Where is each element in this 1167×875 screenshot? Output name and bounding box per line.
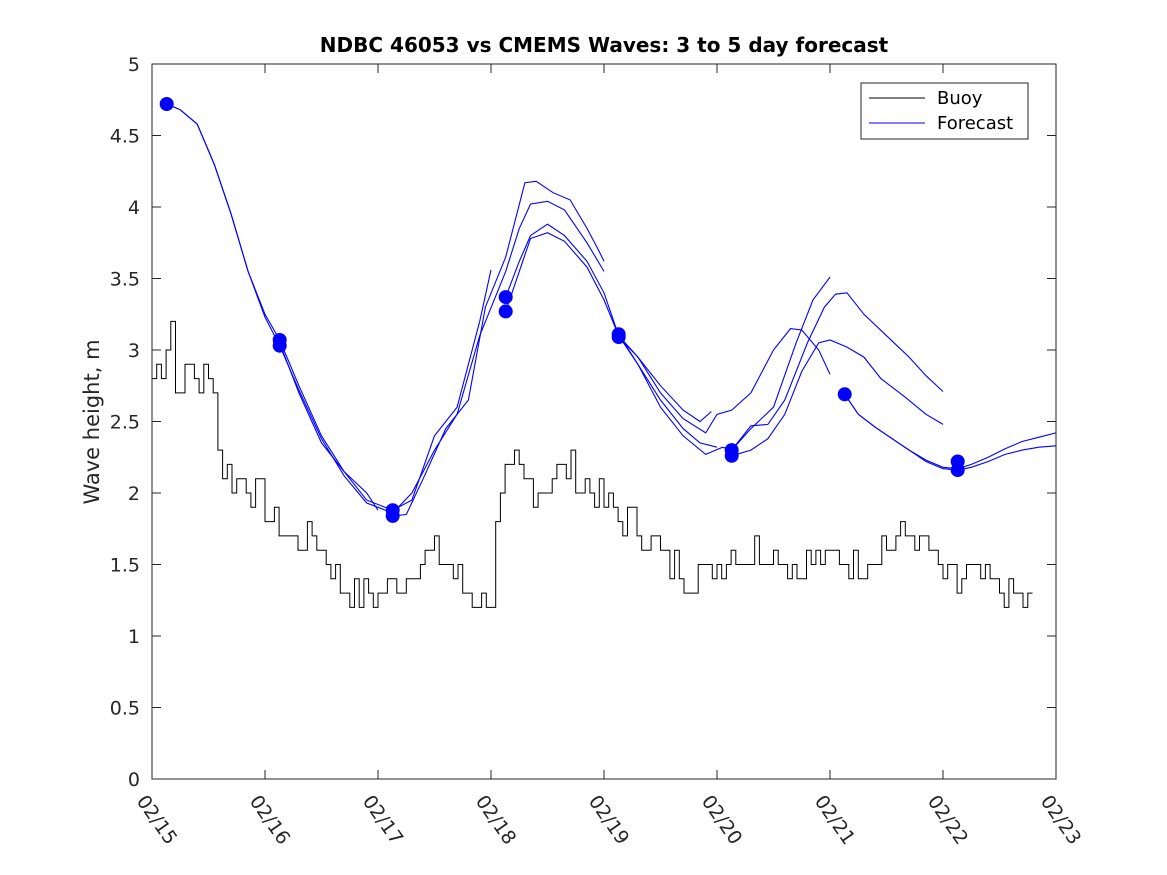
legend: Buoy Forecast: [860, 82, 1029, 140]
plot-area: 0 0.5 1 1.5 2 2.5 3 3.5 4 4.5 5 02/15 02/16 02/17 02/1…: [110, 54, 1086, 849]
buoy-series-line: [152, 320, 1033, 608]
forecast-series-line: [392, 200, 605, 514]
forecast-series-line: [731, 339, 944, 457]
forecast-series-line: [731, 292, 944, 451]
forecast-marker: [272, 338, 287, 353]
axes-box: [151, 63, 1057, 780]
forecast-series-line: [392, 269, 492, 511]
forecast-series-line: [279, 342, 379, 511]
forecast-marker: [837, 387, 852, 402]
legend-box: [860, 82, 1029, 140]
forecast-marker: [611, 330, 626, 345]
x-tick-label: 02/19: [584, 791, 633, 848]
y-tick-label: 3.5: [110, 269, 140, 291]
forecast-series-line: [392, 180, 605, 517]
forecast-marker: [950, 463, 965, 478]
x-tick-label: 02/17: [358, 791, 407, 848]
y-tick-label: 4.5: [110, 126, 140, 148]
forecast-marker: [385, 508, 400, 523]
forecast-series-line: [505, 232, 718, 448]
forecast-series-line: [618, 328, 831, 434]
y-tick-label: 1: [128, 626, 140, 648]
y-tick-label: 3: [128, 340, 140, 362]
y-axis-label: Wave height, m: [80, 339, 104, 504]
legend-label-forecast: Forecast: [937, 113, 1013, 134]
forecast-marker: [498, 290, 513, 305]
x-tick-label: 02/16: [245, 791, 294, 848]
forecast-series-line: [505, 223, 712, 423]
chart-title: NDBC 46053 vs CMEMS Waves: 3 to 5 day fo…: [320, 33, 889, 57]
forecast-marker: [498, 304, 513, 319]
forecast-series-line: [844, 393, 1057, 471]
y-tick-label: 2: [128, 483, 140, 505]
x-tick-label: 02/21: [810, 791, 859, 848]
forecast-marker: [724, 448, 739, 463]
y-tick-label: 2.5: [110, 412, 140, 434]
x-tick-label: 02/15: [132, 791, 181, 848]
forecast-marker: [159, 97, 174, 111]
forecast-series-line: [166, 103, 393, 514]
legend-label-buoy: Buoy: [937, 88, 983, 109]
y-tick-label: 4: [128, 197, 140, 219]
y-tick-label: 0: [128, 769, 140, 791]
x-tick-label: 02/18: [471, 791, 520, 848]
x-tick-label: 02/23: [1036, 791, 1085, 848]
y-tick-label: 0.5: [110, 698, 140, 720]
y-tick-label: 5: [128, 54, 140, 76]
x-tick-label: 02/22: [923, 791, 972, 848]
x-tick-label: 02/20: [697, 791, 746, 848]
y-tick-label: 1.5: [110, 555, 140, 577]
